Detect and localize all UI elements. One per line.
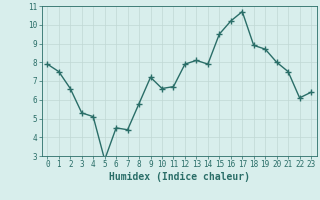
X-axis label: Humidex (Indice chaleur): Humidex (Indice chaleur) — [109, 172, 250, 182]
